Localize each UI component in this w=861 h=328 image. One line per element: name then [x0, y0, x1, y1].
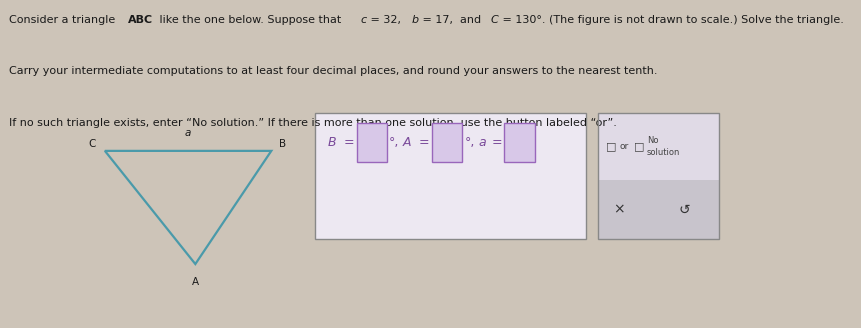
- Text: ×: ×: [614, 203, 625, 217]
- FancyBboxPatch shape: [432, 123, 462, 162]
- Text: °,: °,: [389, 136, 400, 149]
- Text: □: □: [606, 142, 616, 152]
- Text: a: a: [185, 129, 191, 138]
- Text: C: C: [88, 139, 96, 149]
- Text: B: B: [279, 139, 286, 149]
- Text: like the one below. Suppose that: like the one below. Suppose that: [156, 15, 344, 25]
- Text: A: A: [403, 136, 412, 149]
- Text: =: =: [492, 136, 502, 149]
- Text: =: =: [344, 136, 354, 149]
- FancyBboxPatch shape: [505, 123, 535, 162]
- Text: = 32,: = 32,: [367, 15, 408, 25]
- FancyBboxPatch shape: [315, 113, 586, 239]
- Text: a: a: [478, 136, 486, 149]
- Text: =: =: [419, 136, 430, 149]
- FancyBboxPatch shape: [356, 123, 387, 162]
- Text: ABC: ABC: [128, 15, 153, 25]
- Text: °,: °,: [464, 136, 475, 149]
- Text: A: A: [192, 277, 199, 287]
- Text: C: C: [490, 15, 498, 25]
- FancyBboxPatch shape: [598, 113, 719, 180]
- Text: No
solution: No solution: [647, 136, 680, 157]
- Text: = 130°. (The figure is not drawn to scale.) Solve the triangle.: = 130°. (The figure is not drawn to scal…: [499, 15, 844, 25]
- FancyBboxPatch shape: [598, 180, 719, 239]
- Text: = 17,  and: = 17, and: [419, 15, 485, 25]
- Text: Consider a triangle: Consider a triangle: [9, 15, 119, 25]
- Text: If no such triangle exists, enter “No solution.” If there is more than one solut: If no such triangle exists, enter “No so…: [9, 118, 617, 128]
- Text: c: c: [360, 15, 367, 25]
- Text: B: B: [328, 136, 337, 149]
- Text: b: b: [412, 15, 418, 25]
- Text: or: or: [619, 142, 629, 151]
- Text: Carry your intermediate computations to at least four decimal places, and round : Carry your intermediate computations to …: [9, 66, 658, 75]
- Text: □: □: [634, 142, 644, 152]
- Text: ↺: ↺: [678, 203, 691, 217]
